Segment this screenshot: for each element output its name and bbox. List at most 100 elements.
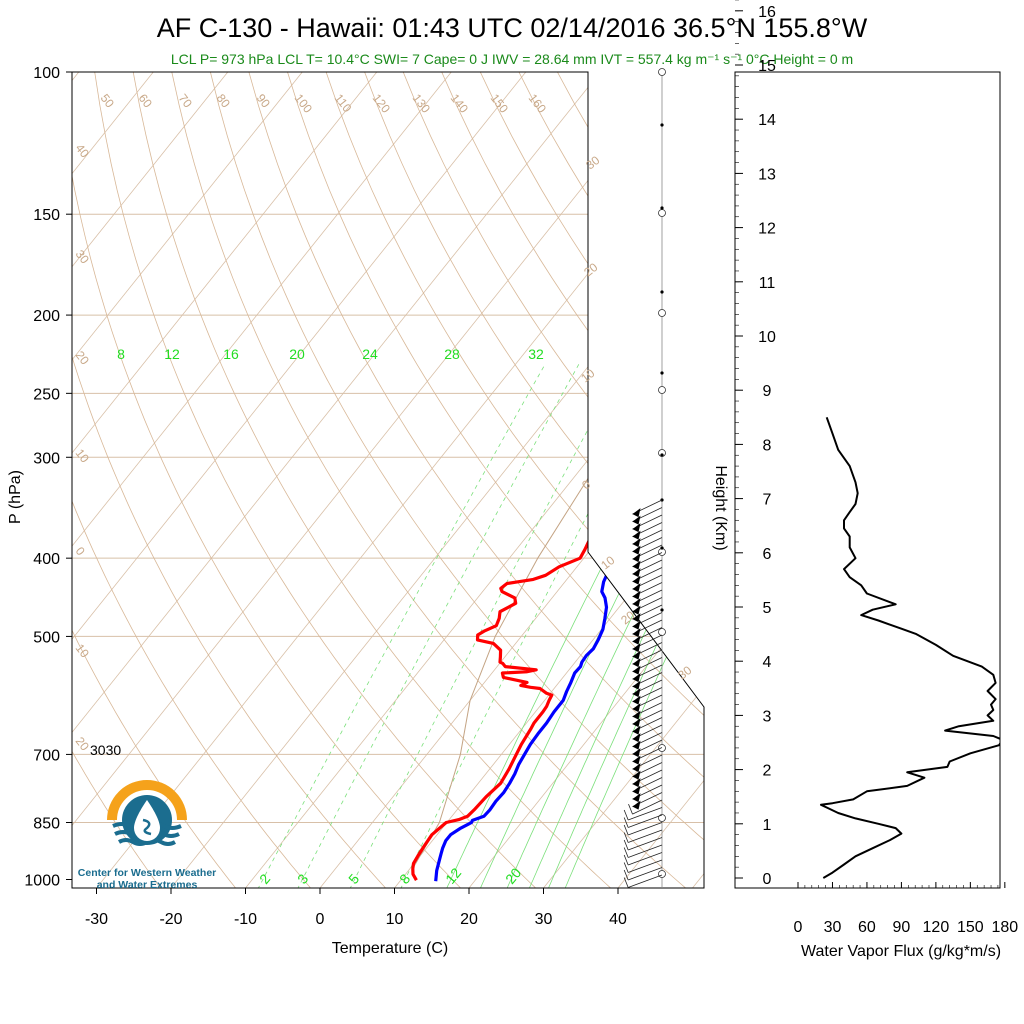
isotherm-line xyxy=(89,72,704,888)
mixing-ratio-line xyxy=(396,363,667,888)
isotherm-line xyxy=(72,72,482,888)
mixing-ratio-label-bottom: 20 xyxy=(502,865,524,887)
wind-barb-flag-icon xyxy=(632,733,641,743)
skewt-y-tick-label: 100 xyxy=(33,65,60,82)
isotherm-line xyxy=(536,72,704,888)
dry-adiabat-line xyxy=(239,72,704,888)
flux-series xyxy=(820,416,1000,879)
mixing-ratio-label-top: 20 xyxy=(289,346,305,362)
wind-barb-flag-icon xyxy=(632,650,641,660)
dry-adiabat-line xyxy=(388,72,704,888)
dry-adiabat-line xyxy=(72,72,470,888)
flux-x-tick-label: 30 xyxy=(824,919,842,936)
mixing-ratio-line xyxy=(544,363,704,888)
dry-adiabat-line xyxy=(126,72,621,888)
wind-barb-flag-icon xyxy=(632,590,641,600)
wind-barb-flag-icon xyxy=(632,785,641,795)
isotherm-line xyxy=(760,35,1024,897)
skewt-panel: 50 60 70 80 90 100 110 120 130 140 150 160403020100… xyxy=(7,35,1024,957)
dry-adiabat-line xyxy=(72,72,319,888)
flux-y-tick-label: 1 xyxy=(763,817,772,834)
wind-barb-flag-icon xyxy=(632,560,641,570)
isotherm-label-left: 40 xyxy=(73,141,92,160)
wind-calm-circle-icon xyxy=(658,309,666,317)
wind-barb-shaft xyxy=(628,807,663,821)
flux-x-tick-label: 0 xyxy=(794,919,803,936)
skewt-x-tick-label: 40 xyxy=(609,911,627,928)
wind-barb-flag-icon xyxy=(632,575,641,585)
wind-barb-flag-icon xyxy=(632,508,641,518)
isotherm-label-right: 20 xyxy=(581,260,600,279)
dry-adiabat-line xyxy=(351,72,704,888)
skewt-x-axis-label: Temperature (C) xyxy=(332,940,448,957)
skewt-y-tick-label: 700 xyxy=(33,747,60,764)
mixing-ratio-label-top: 24 xyxy=(362,346,378,362)
wind-barb-shaft xyxy=(628,844,663,858)
wind-barb-flag-icon xyxy=(632,643,641,653)
wind-barb-flag-icon xyxy=(632,793,641,803)
wind-barb-shaft xyxy=(628,822,663,836)
flux-plot-frame xyxy=(734,71,1001,889)
wind-calm-circle-icon xyxy=(658,814,666,822)
dry-adiabat-line xyxy=(72,72,243,888)
wind-barb-flag-icon xyxy=(632,515,641,525)
wind-barb-flag-icon xyxy=(632,778,641,788)
isotherm-label-top: 160 xyxy=(526,91,550,116)
skewt-x-tick-label: 20 xyxy=(460,911,478,928)
dry-adiabat-line xyxy=(613,72,704,888)
wind-barb-flag-icon xyxy=(632,680,641,690)
flux-y-tick-label: 6 xyxy=(763,546,772,563)
wind-barb-shaft xyxy=(628,874,663,888)
skewt-y-axis-label: P (hPa) xyxy=(7,470,24,524)
wind-barb-flag-icon xyxy=(632,545,641,555)
wind-barb-shaft xyxy=(628,867,663,881)
mixing-ratio-line xyxy=(503,363,704,888)
flux-y-tick-label: 10 xyxy=(758,329,776,346)
isotherm-label-top: 80 xyxy=(214,91,233,110)
skewt-x-tick-label: -30 xyxy=(85,911,108,928)
wind-barb-flag-icon xyxy=(632,635,641,645)
mixing-ratio-label-top: 28 xyxy=(444,346,460,362)
dry-adiabat-line xyxy=(276,72,704,888)
wind-calm-circle-icon xyxy=(658,870,666,878)
isotherm-label-top: 60 xyxy=(136,91,155,110)
isotherm-label-left: 20 xyxy=(73,348,92,367)
wind-barb-flag-icon xyxy=(632,658,641,668)
flux-y-axis-label: Height (Km) xyxy=(712,465,729,550)
wind-barb-flag-icon xyxy=(632,763,641,773)
wind-calm-circle-icon xyxy=(658,628,666,636)
wind-dot-icon xyxy=(660,546,664,550)
isotherm-label-top: 130 xyxy=(410,91,434,116)
flux-y-tick-label: 12 xyxy=(758,221,776,238)
skewt-x-tick-label: -10 xyxy=(234,911,257,928)
isotherm-line xyxy=(72,72,631,888)
flux-x-tick-label: 150 xyxy=(957,919,984,936)
wind-barb-flag-icon xyxy=(632,598,641,608)
wind-barb-shaft xyxy=(628,814,663,828)
wind-calm-circle-icon xyxy=(658,209,666,217)
dry-adiabat-line xyxy=(314,72,704,888)
logo-line1: Center for Western Weather xyxy=(78,867,216,879)
logo-line2: and Water Extremes xyxy=(97,879,198,891)
wind-barb-column xyxy=(623,68,666,888)
flux-x-tick-label: 180 xyxy=(991,919,1018,936)
wind-barb-feather xyxy=(623,817,629,828)
wind-barb-flag-icon xyxy=(632,538,641,548)
flux-y-tick-label: 13 xyxy=(758,166,776,183)
wind-barb-flag-icon xyxy=(632,665,641,675)
isotherm-label-top: 70 xyxy=(176,91,195,110)
mixing-ratio-label-top: 8 xyxy=(117,346,125,362)
wind-dot-icon xyxy=(660,371,664,375)
mixing-ratio-line xyxy=(253,363,546,888)
wind-calm-circle-icon xyxy=(658,68,666,76)
flux-y-tick-label: 2 xyxy=(763,763,772,780)
flux-y-tick-label: 0 xyxy=(763,871,772,888)
isotherm-line xyxy=(72,72,184,888)
wind-barb-flag-icon xyxy=(632,530,641,540)
wind-barb-shaft xyxy=(628,852,663,866)
wind-barb-feather xyxy=(628,803,633,815)
flux-y-tick-label: 8 xyxy=(763,437,772,454)
wind-calm-circle-icon xyxy=(658,744,666,752)
wind-barb-flag-icon xyxy=(632,583,641,593)
isotherm-label-right: 0 xyxy=(579,477,593,492)
